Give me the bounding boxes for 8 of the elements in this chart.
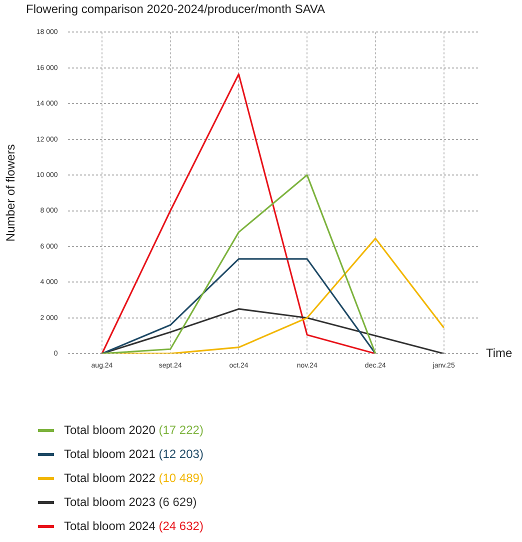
legend-label: Total bloom 2024 (24 632): [64, 519, 204, 533]
legend-label: Total bloom 2022 (10 489): [64, 471, 204, 485]
legend-label: Total bloom 2020 (17 222): [64, 423, 204, 437]
x-axis-title: Time: [486, 346, 513, 360]
legend-label: Total bloom 2023 (6 629): [64, 495, 197, 509]
y-axis-title: Number of flowers: [4, 144, 18, 242]
legend-label: Total bloom 2021 (12 203): [64, 447, 204, 461]
chart-title: Flowering comparison 2020-2024/producer/month SAVA: [25, 1, 326, 18]
